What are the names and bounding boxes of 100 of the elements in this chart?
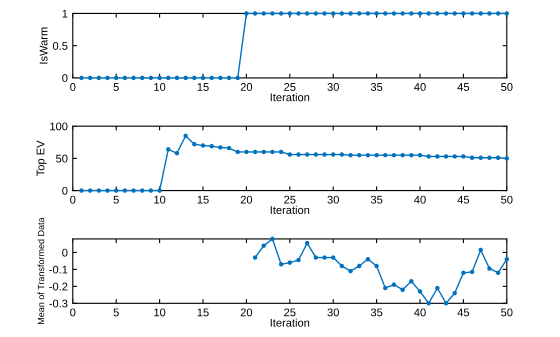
point (244, 150, 249, 154)
point (288, 152, 292, 157)
point (426, 154, 431, 159)
point (140, 188, 144, 193)
point (496, 270, 500, 276)
x-tick-label: 15 (198, 83, 209, 91)
point (296, 258, 301, 262)
y-tick-label: -0.2 (49, 282, 68, 290)
x-tick-label: 50 (501, 196, 513, 204)
x-tick-label: 15 (198, 308, 209, 316)
y-tick-label: -0.1 (49, 266, 68, 274)
point (392, 152, 396, 158)
point (418, 152, 422, 158)
point (322, 152, 327, 157)
x-tick-label: 50 (501, 83, 513, 91)
point (496, 156, 500, 160)
x-tick-label: 30 (327, 308, 339, 316)
x-axis-title: Iteration (270, 318, 310, 327)
point (330, 255, 336, 260)
point (183, 134, 188, 138)
point (357, 152, 362, 158)
point (278, 150, 284, 154)
x-tick-label: 25 (284, 83, 296, 91)
point (400, 152, 405, 158)
point (105, 188, 110, 193)
y-tick-label: 50 (56, 154, 68, 163)
point (470, 270, 474, 274)
x-tick-label: 30 (327, 196, 339, 204)
point (478, 248, 483, 252)
x-tick-label: 10 (154, 308, 166, 316)
y-tick-label: 0 (62, 186, 68, 195)
point (79, 188, 84, 193)
point (304, 152, 310, 157)
point (461, 154, 466, 159)
point (409, 279, 414, 284)
x-tick-label: 5 (114, 196, 119, 204)
point (392, 282, 396, 287)
point (383, 152, 388, 158)
x-tick-label: 10 (154, 83, 166, 91)
point (226, 146, 232, 150)
point (452, 154, 457, 159)
x-tick-label: 0 (70, 83, 76, 91)
y-axis-title: Top EV (36, 140, 47, 176)
point (314, 255, 318, 260)
x-tick-label: 25 (284, 308, 296, 316)
point (478, 156, 483, 160)
point (296, 152, 301, 157)
point (340, 264, 344, 268)
y-tick-label: 1 (62, 10, 68, 18)
x-axis-title: Iteration (270, 206, 310, 214)
y-tick-label: 0.5 (52, 42, 68, 50)
point (374, 264, 379, 268)
point (426, 301, 431, 306)
point (262, 150, 266, 154)
x-tick-label: 20 (240, 83, 252, 91)
point (262, 243, 266, 248)
point (148, 188, 154, 193)
y-tick-label: -0.3 (49, 300, 68, 308)
point (200, 143, 206, 148)
x-tick-label: 5 (114, 308, 119, 316)
x-tick-label: 0 (70, 196, 76, 204)
point (366, 152, 370, 158)
x-tick-label: 50 (501, 308, 513, 316)
point (235, 150, 240, 154)
point (340, 152, 344, 157)
x-tick-label: 45 (457, 83, 470, 91)
x-tick-label: 30 (327, 83, 339, 91)
y-axis-title: IsWarm (40, 27, 48, 64)
x-axis-title: Iteration (270, 93, 310, 102)
y-tick-label: 0 (62, 74, 68, 82)
x-tick-label: 45 (457, 308, 470, 316)
y-tick-label: 100 (50, 122, 68, 130)
point (400, 288, 405, 292)
y-axis-title: Mean of Transformed Data (38, 217, 44, 324)
point (96, 188, 102, 193)
point (209, 144, 214, 148)
x-tick-label: 40 (414, 196, 426, 204)
point (314, 152, 318, 157)
point (470, 156, 474, 160)
point (366, 257, 370, 262)
x-tick-label: 0 (70, 308, 76, 316)
point (374, 152, 379, 158)
point (252, 255, 258, 260)
x-tick-label: 35 (370, 308, 382, 316)
point (435, 286, 440, 290)
point (218, 145, 223, 150)
point (288, 260, 292, 265)
x-tick-label: 35 (370, 196, 382, 204)
point (487, 266, 492, 271)
x-tick-label: 15 (198, 196, 209, 204)
point (330, 152, 336, 157)
y-tick-label: 0 (62, 248, 68, 257)
point (270, 150, 275, 154)
point (278, 262, 284, 267)
point (166, 147, 171, 152)
point (504, 156, 510, 161)
x-tick-label: 10 (154, 196, 166, 204)
point (444, 154, 448, 159)
point (418, 289, 422, 294)
point (504, 257, 510, 262)
